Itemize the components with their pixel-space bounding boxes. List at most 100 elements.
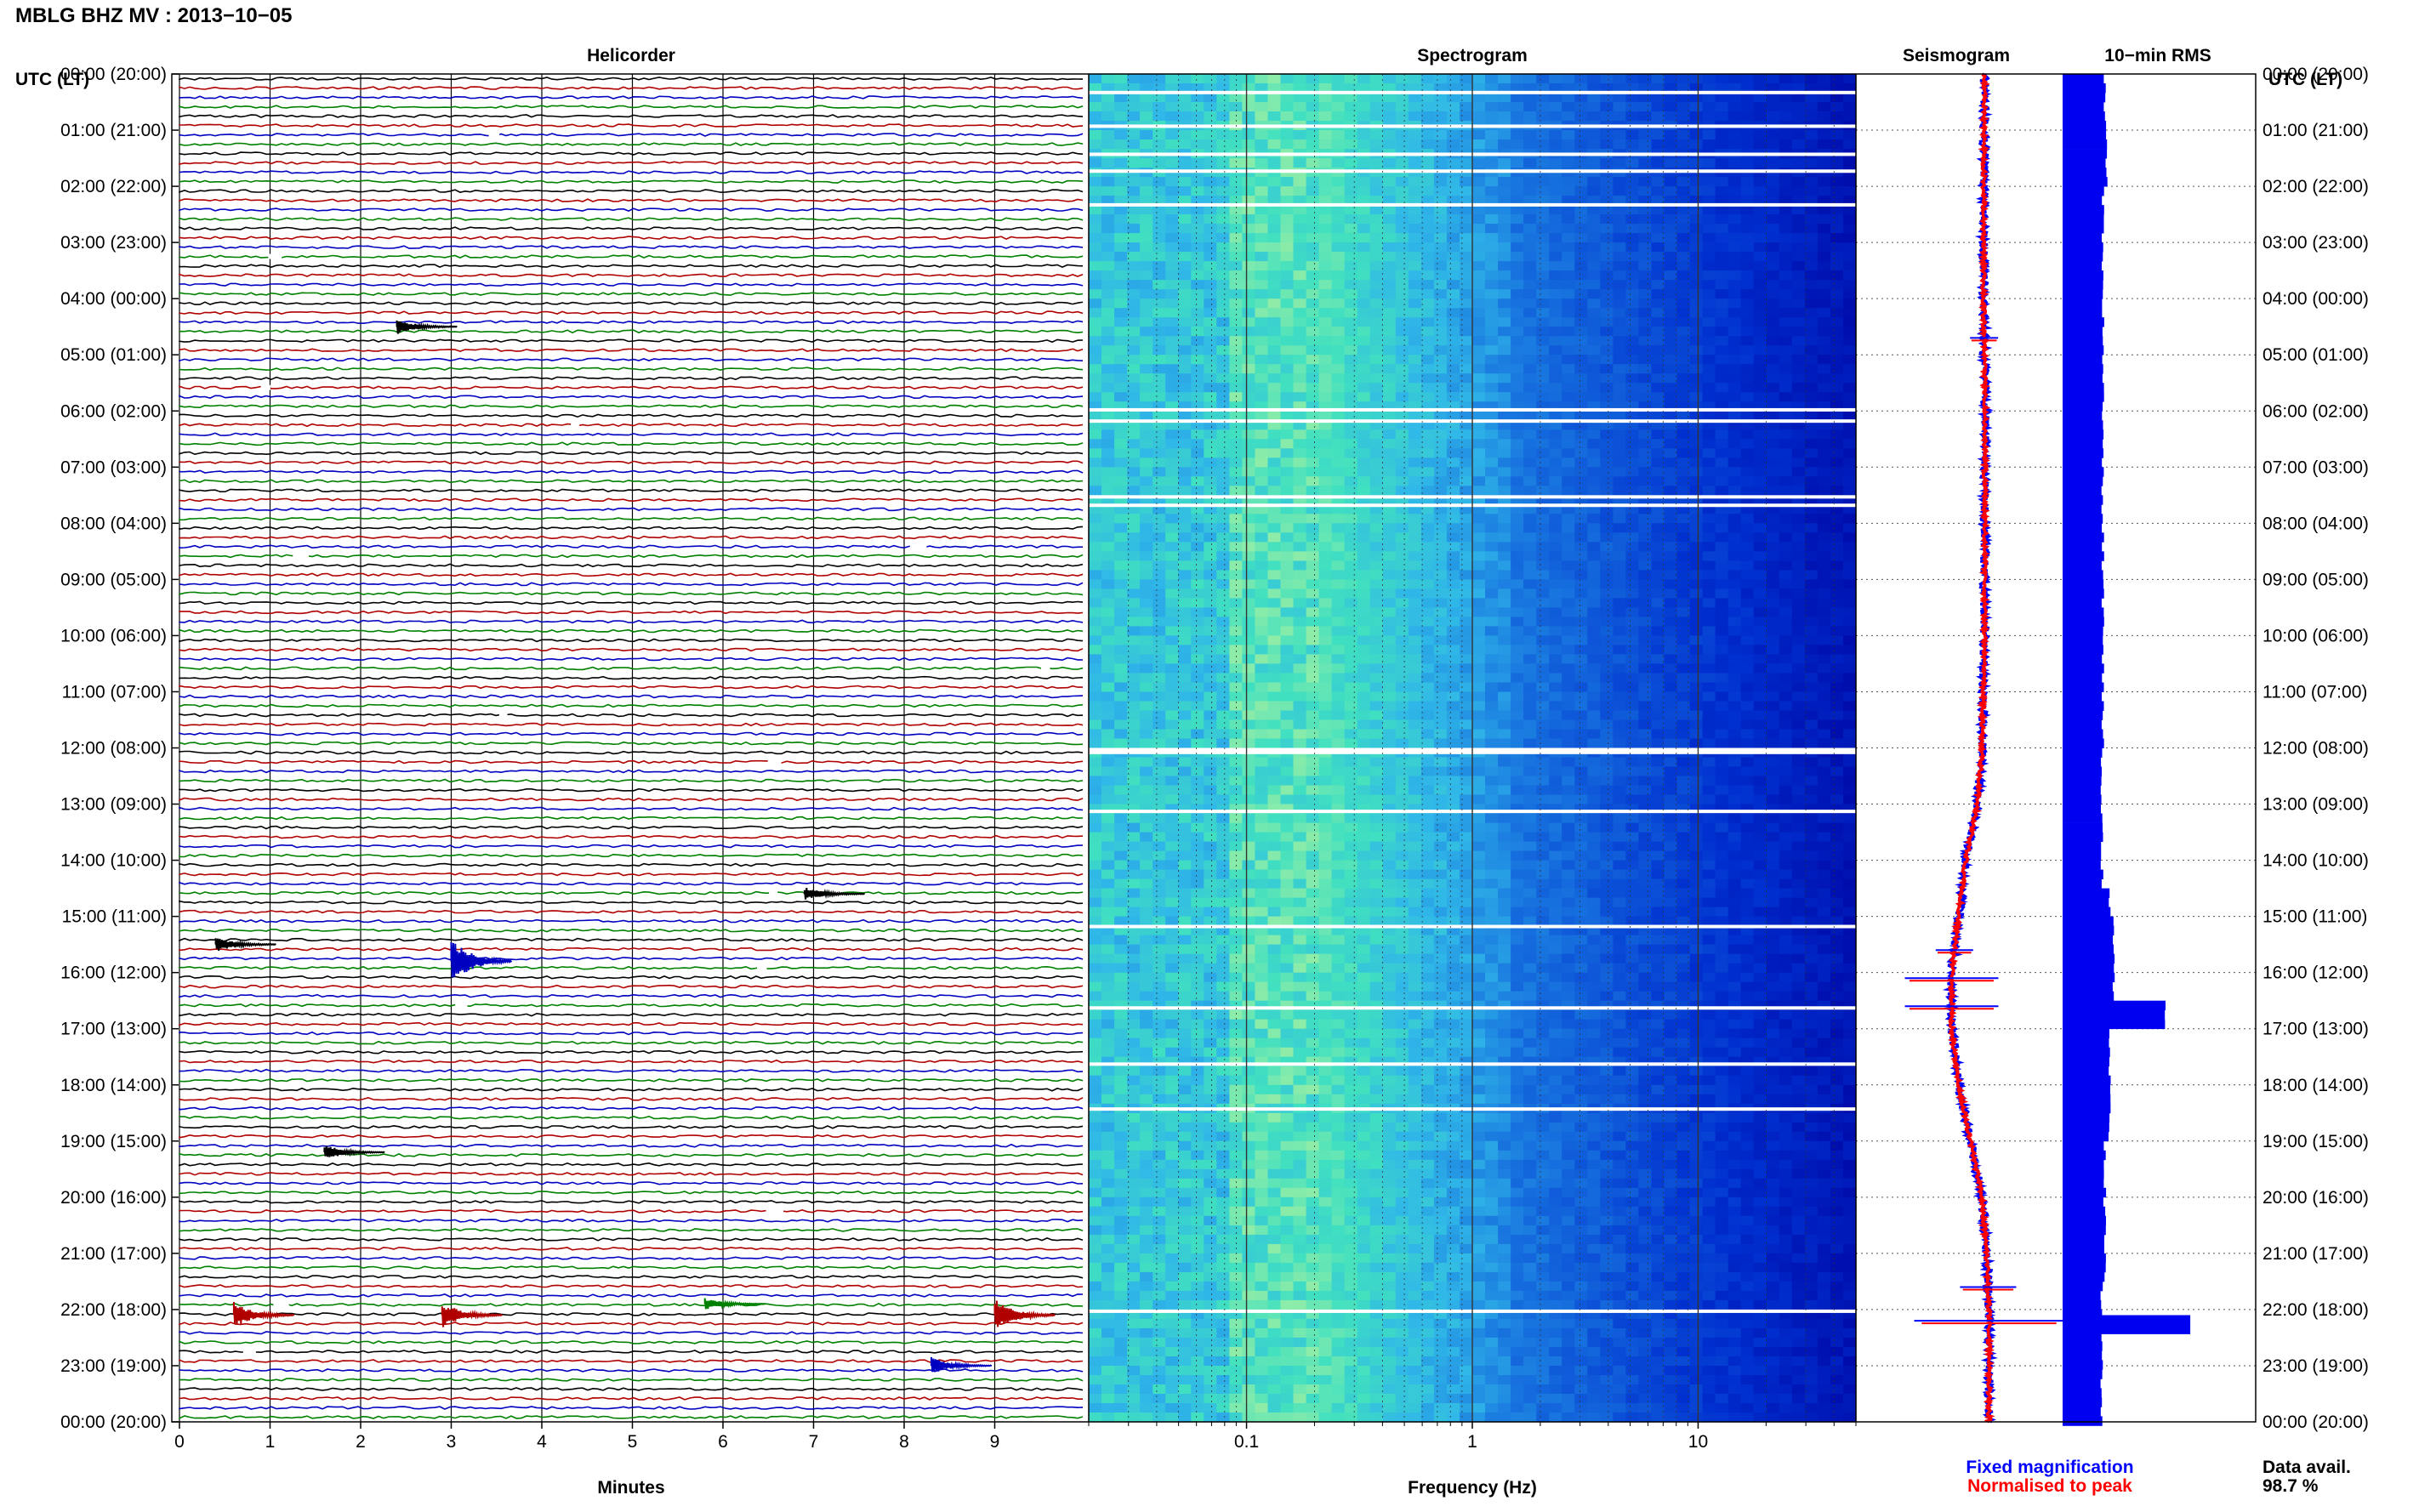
spectrogram-cell [1817,308,1831,318]
spectrogram-cell [1536,738,1550,749]
spectrogram-cell [1140,308,1153,318]
spectrogram-cell [1638,691,1652,702]
spectrogram-cell [1178,214,1192,225]
spectrogram-cell [1702,364,1716,374]
spectrogram-cell [1753,776,1767,787]
spectrogram-cell [1433,289,1448,299]
spectrogram-cell [1753,224,1767,234]
spectrogram-cell [1216,280,1230,290]
spectrogram-cell [1089,626,1102,636]
spectrogram-cell [1766,439,1780,449]
spectrogram-cell [1306,738,1320,749]
spectrogram-cell [1114,111,1128,122]
spectrogram-cell [1306,458,1320,468]
spectrogram-cell [1817,691,1831,702]
spectrogram-cell [1331,551,1346,561]
spectrogram-cell [1242,448,1255,458]
spectrogram-cell [1613,458,1626,468]
spectrogram-cell [1331,420,1346,430]
spectrogram-cell [1382,102,1397,112]
spectrogram-cell [1702,93,1716,103]
spectrogram-cell [1153,682,1166,693]
spectrogram-cell [1587,635,1601,645]
spectrogram-cell [1306,785,1320,796]
spectrogram-cell [1178,93,1192,103]
spectrogram-cell [1779,270,1793,281]
spectrogram-cell [1204,364,1217,374]
spectrogram-cell [1089,102,1102,112]
spectrogram-cell [1511,439,1524,449]
spectrogram-cell [1255,626,1268,636]
spectrogram-cell [1804,224,1819,234]
spectrogram-cell [1498,476,1511,486]
spectrogram-cell [1395,691,1409,702]
spectrogram-cell [1715,822,1729,833]
spectrogram-cell [1753,579,1767,589]
spectrogram-cell [1779,588,1793,599]
spectrogram-cell [1600,327,1614,337]
spectrogram-cell [1357,186,1371,196]
spectrogram-cell [1165,130,1179,140]
spectrogram-cell [1843,214,1857,225]
spectrogram-cell [1446,645,1460,655]
spectrogram-cell [1191,327,1204,337]
spectrogram-cell [1587,93,1601,103]
spectrogram-cell [1702,158,1716,168]
spectrogram-cell [1600,701,1614,712]
spectrogram-cell [1204,111,1217,122]
spectrogram-cell [1472,588,1486,599]
spectrogram-cell [1204,542,1217,552]
spectrogram-cell [1114,822,1128,833]
spectrogram-cell [1280,598,1295,608]
spectrogram-cell [1574,93,1588,103]
spectrogram-cell [1791,542,1806,552]
spectrogram-cell [1536,336,1550,346]
spectrogram-cell [1127,673,1141,683]
spectrogram-cell [1779,794,1793,805]
spectrogram-cell [1140,83,1153,94]
spectrogram-cell [1127,205,1141,215]
spectrogram-cell [1562,710,1575,721]
spectrogram-cell [1817,523,1831,533]
spectrogram-cell [1702,252,1716,262]
spectrogram-cell [1191,364,1204,374]
spectrogram-cell [1420,214,1435,225]
spectrogram-cell [1485,205,1499,215]
spectrogram-cell [1664,336,1678,346]
spectrogram-cell [1651,93,1665,103]
spectrogram-cell [1280,804,1295,815]
spectrogram-cell [1242,776,1255,787]
spectrogram-cell [1357,579,1371,589]
spectrogram-cell [1766,588,1780,599]
spectrogram-cell [1280,542,1295,552]
spectrogram-cell [1715,635,1729,645]
spectrogram-cell [1587,270,1601,281]
spectrogram-cell [1727,327,1742,337]
spectrogram-cell [1766,495,1780,505]
spectrogram-cell [1766,280,1780,290]
spectrogram-cell [1242,111,1255,122]
spectrogram-cell [1140,635,1153,645]
spectrogram-cell [1562,794,1575,805]
spectrogram-cell [1511,233,1524,243]
spectrogram-cell [1613,270,1626,281]
spectrogram-cell [1140,214,1153,225]
spectrogram-cell [1817,224,1831,234]
spectrogram-cell [1165,224,1179,234]
spectrogram-cell [1727,355,1742,365]
spectrogram-cell [1165,691,1179,702]
spectrogram-cell [1843,392,1857,402]
spectrogram-cell [1485,74,1499,84]
spectrogram-cell [1587,794,1601,805]
spectrogram-cell [1255,429,1268,440]
spectrogram-cell [1216,551,1230,561]
spectrogram-cell [1101,270,1115,281]
spectrogram-cell [1357,729,1371,740]
spectrogram-cell [1318,439,1333,449]
spectrogram-cell [1625,373,1639,384]
spectrogram-cell [1267,635,1282,645]
spectrogram-cell [1140,757,1153,768]
spectrogram-cell [1536,429,1550,440]
spectrogram-cell [1293,289,1307,299]
spectrogram-cell [1587,130,1601,140]
